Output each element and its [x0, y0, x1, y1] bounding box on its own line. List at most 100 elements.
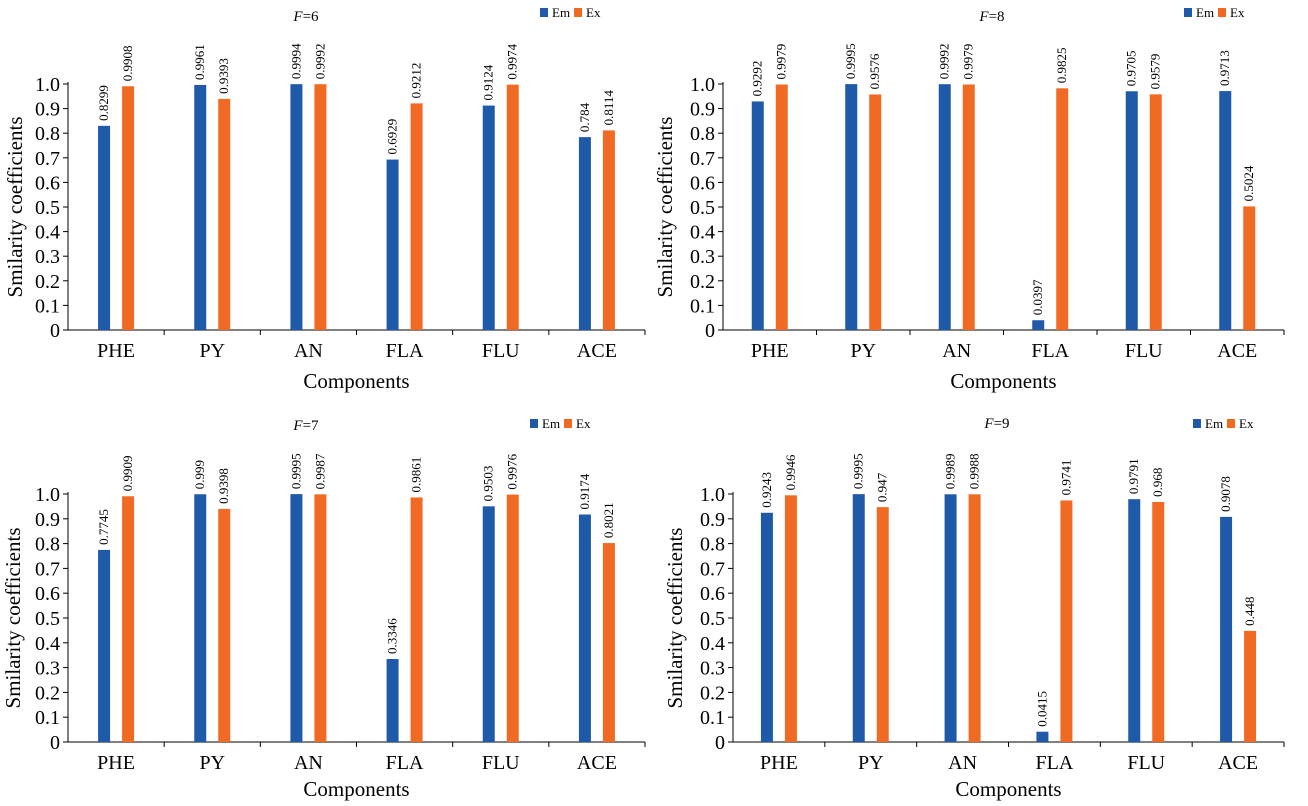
bar-em-phe	[760, 512, 773, 742]
chart-title-rest: =9	[994, 416, 1010, 432]
bar-em-flu	[482, 506, 495, 742]
data-label: 0.9576	[867, 53, 882, 89]
y-tick-label: 0.3	[35, 246, 60, 268]
y-tick-label: 0.5	[700, 608, 725, 630]
bar-em-phe	[751, 101, 764, 330]
x-axis-label: Components	[955, 777, 1061, 801]
y-tick-label: 1.0	[690, 74, 715, 96]
bar-em-py	[194, 494, 207, 742]
x-tick-label: FLA	[386, 752, 424, 774]
data-label: 0.9292	[750, 61, 765, 97]
data-label: 0.3346	[385, 618, 400, 654]
legend-swatch-ex	[564, 419, 572, 428]
legend: Em Ex	[1184, 5, 1245, 20]
bar-ex-an	[314, 84, 327, 330]
x-tick-label: PY	[199, 340, 225, 362]
bar-ex-flu	[1149, 94, 1162, 330]
y-tick-label: 0.3	[35, 658, 60, 680]
bar-em-phe	[98, 125, 111, 330]
y-tick-label: 0.4	[700, 633, 725, 655]
y-tick-label: 0.3	[700, 658, 725, 680]
legend-label-ex: Ex	[1239, 416, 1254, 431]
data-label: 0.0397	[1030, 279, 1045, 315]
chart-title: F=6	[292, 9, 319, 25]
x-axis-label: Components	[303, 777, 409, 801]
data-label: 0.8299	[96, 85, 111, 121]
y-tick-label: 0.9	[700, 509, 725, 531]
bar-ex-fla	[410, 497, 423, 742]
bar-em-fla	[1036, 731, 1049, 742]
data-label: 0.9741	[1058, 460, 1073, 496]
data-label: 0.8021	[601, 502, 616, 538]
chart-title-rest: =7	[303, 418, 319, 434]
data-label: 0.6929	[385, 119, 400, 155]
bar-ex-py	[218, 508, 231, 742]
data-label: 0.9398	[216, 468, 231, 504]
data-label: 0.9861	[409, 457, 424, 493]
data-label: 0.9503	[481, 466, 496, 502]
data-label: 0.9979	[961, 44, 976, 80]
data-label: 0.9961	[192, 44, 207, 80]
y-tick-label: 0.1	[35, 295, 60, 317]
chart-title-italic: F	[292, 9, 303, 25]
data-label: 0.9791	[1126, 458, 1141, 494]
legend: Em Ex	[1193, 416, 1254, 431]
y-tick-label: 0	[50, 732, 60, 754]
bar-em-an	[290, 494, 303, 742]
data-label: 0.9995	[851, 453, 866, 489]
data-label: 0.5024	[1241, 165, 1256, 201]
bar-ex-py	[876, 507, 889, 742]
data-label: 0.8114	[601, 90, 616, 126]
data-label: 0.947	[875, 472, 890, 502]
bar-em-fla	[386, 159, 399, 330]
x-axis-label: Components	[303, 369, 409, 393]
data-label: 0.9393	[216, 58, 231, 94]
bar-em-ace	[578, 137, 591, 330]
bar-em-flu	[482, 105, 495, 331]
chart-panel-2: F=7 Em Ex 0 0.1 0.20.3 0.4 0.5 0.6 0.70.8 0.9 1.0 PH…	[1, 416, 646, 801]
bar-em-an	[938, 84, 951, 330]
y-tick-label: 0.4	[690, 222, 715, 244]
data-label: 0.9946	[783, 454, 798, 490]
y-tick-label: 0	[50, 320, 60, 342]
y-tick-label: 0.6	[35, 583, 60, 605]
chart-title-rest: =6	[303, 9, 319, 25]
x-tick-label: PY	[858, 752, 884, 774]
data-label: 0.9713	[1217, 50, 1232, 86]
bar-em-flu	[1128, 499, 1141, 742]
y-tick-label: 0.5	[35, 197, 60, 219]
y-tick-label: 0.7	[700, 558, 725, 580]
y-tick-label: 0.7	[690, 148, 715, 170]
legend-swatch-em	[1193, 419, 1201, 428]
data-label: 0.9243	[759, 472, 774, 508]
y-tick-label: 0.6	[700, 583, 725, 605]
y-tick-label: 1.0	[35, 74, 60, 96]
chart-title-italic: F	[983, 416, 994, 432]
data-label: 0.7745	[96, 509, 111, 545]
bar-ex-py	[218, 98, 231, 331]
y-tick-label: 0.1	[35, 707, 60, 729]
bar-ex-phe	[122, 496, 135, 742]
bar-em-fla	[386, 659, 399, 742]
bar-ex-an	[968, 494, 981, 742]
y-tick-label: 0	[705, 320, 715, 342]
bar-em-ace	[1219, 91, 1232, 330]
y-tick-label: 0.2	[700, 682, 725, 704]
y-tick-label: 1.0	[700, 484, 725, 506]
bar-ex-flu	[1152, 501, 1165, 742]
y-axis-label: Smilarity coefficients	[3, 117, 27, 298]
y-tick-label: 0.6	[690, 172, 715, 194]
legend: Em Ex	[540, 5, 601, 20]
legend-label-em: Em	[1205, 416, 1223, 431]
legend-swatch-ex	[1227, 419, 1235, 428]
x-tick-label: FLA	[1031, 340, 1069, 362]
data-label: 0.9908	[120, 46, 135, 82]
y-tick-label: 0.2	[690, 271, 715, 293]
bar-ex-ace	[602, 130, 615, 330]
y-tick-label: 0.8	[35, 534, 60, 556]
legend-label-ex: Ex	[586, 5, 601, 20]
y-tick-label: 0.7	[35, 558, 60, 580]
data-label: 0.9994	[288, 43, 303, 79]
bar-em-py	[194, 84, 207, 330]
